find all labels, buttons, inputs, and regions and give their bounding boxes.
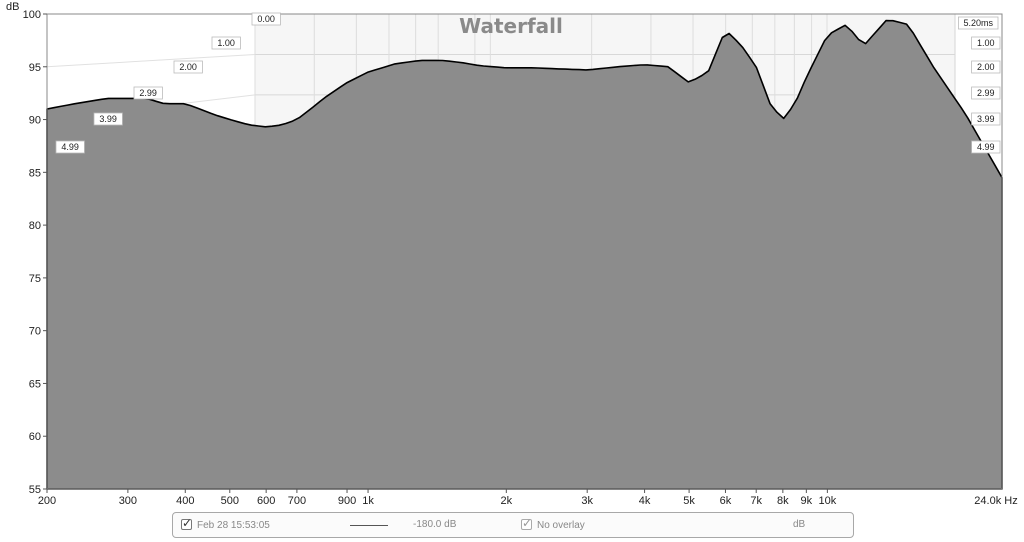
time-label: 4.99 [61,142,79,152]
time-label-box [93,112,123,126]
time-label: 3.99 [99,114,117,124]
y-tick-label: 100 [23,9,41,21]
x-tick-label: 1k [362,495,374,507]
time-label: 2.99 [139,88,157,98]
time-label: 1.00 [217,38,235,48]
overlay-label: No overlay [537,520,585,531]
unit-label: dB [793,519,806,530]
time-label-box [971,112,1001,126]
y-unit-label: dB [6,1,19,13]
y-tick-label: 75 [29,273,41,285]
waterfall-slices [46,19,1003,490]
x-tick-label: 8k [777,495,789,507]
time-label-box [971,140,1001,154]
time-label: 5.20ms [963,18,993,28]
checkbox-icon[interactable] [521,516,532,530]
legend-bar: Feb 28 15:53:05 -180.0 dB No overlay dB [172,512,854,538]
x-tick-label: 700 [288,495,306,507]
x-tick-label: 10k [818,495,836,507]
measurement-toggle[interactable]: Feb 28 15:53:05 [181,516,270,531]
checkbox-icon[interactable] [181,516,192,530]
time-label-box [133,86,163,100]
x-tick-label: 9k [801,495,813,507]
chart-title: Waterfall [459,14,563,38]
plot-frame [46,13,1003,490]
time-label-box [251,12,281,26]
time-label: 3.99 [977,114,995,124]
y-tick-label: 55 [29,484,41,496]
time-label-box [55,140,85,154]
x-tick-label: 500 [221,495,239,507]
x-tick-label: 400 [176,495,194,507]
time-label-box [971,86,1001,100]
x-tick-label: 200 [38,495,56,507]
time-label-box [958,16,999,30]
x-tick-label: 300 [119,495,137,507]
overlay-toggle[interactable]: No overlay [521,516,585,531]
y-tick-label: 85 [29,167,41,179]
side-gridline [46,53,256,68]
measurement-label: Feb 28 15:53:05 [197,520,270,531]
time-label: 2.00 [179,62,197,72]
time-label: 1.00 [977,38,995,48]
y-tick-label: 95 [29,62,41,74]
x-tick-label: 7k [750,495,762,507]
x-tick-label: 5k [683,495,695,507]
y-tick-label: 70 [29,326,41,338]
x-tick-label: 4k [639,495,651,507]
x-end-label: 24.0k Hz [974,495,1017,507]
x-tick-label: 3k [581,495,593,507]
level-value: -180.0 dB [413,519,457,530]
x-tick-label: 6k [720,495,732,507]
time-label-box [211,36,241,50]
line-sample [350,525,388,526]
y-tick-label: 60 [29,431,41,443]
x-tick-label: 2k [501,495,513,507]
time-label: 4.99 [977,142,995,152]
time-label-box [173,60,203,74]
waterfall-slice [46,19,1003,490]
time-label: 2.99 [977,88,995,98]
time-label: 2.00 [977,62,995,72]
time-label: 0.00 [257,14,275,24]
x-tick-label: 600 [257,495,275,507]
time-label-box [971,60,1001,74]
x-tick-label: 900 [338,495,356,507]
chart-axes: 55 60 65 70 75 80 85 90 95 100 200 300 400 500 600 700 9… [23,9,1018,507]
y-tick-label: 90 [29,115,41,127]
y-tick-label: 65 [29,378,41,390]
time-label-box [971,36,1001,50]
y-tick-label: 80 [29,220,41,232]
